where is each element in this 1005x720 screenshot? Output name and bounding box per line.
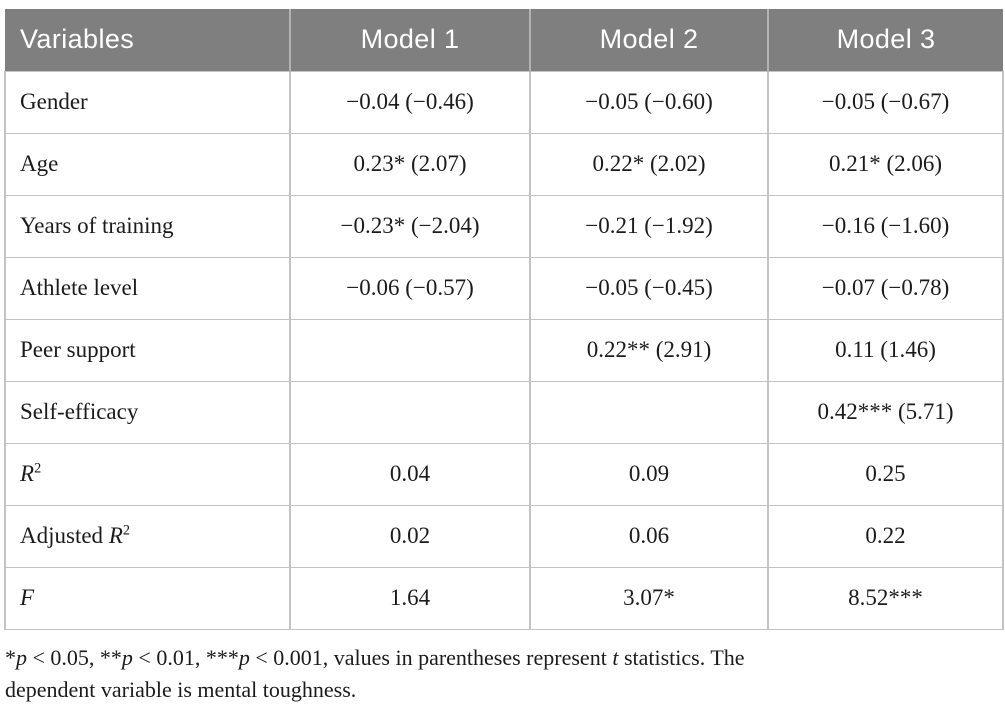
footnote-text-segment: < 0.001, values in parentheses represent: [249, 644, 613, 670]
peer-support-model3-value: 0.11 (1.46): [767, 318, 1004, 382]
column-header-model3: Model 3: [767, 9, 1003, 71]
table-row-peer-support: Peer support 0.22** (2.91) 0.11 (1.46): [4, 318, 1004, 382]
r-squared-symbol: R: [108, 523, 123, 548]
self-efficacy-model3-value: 0.42*** (5.71): [767, 380, 1004, 444]
f-statistic-model2-value: 3.07*: [529, 566, 769, 630]
f-symbol: F: [20, 585, 35, 610]
row-label-adjusted-r-squared: Adjusted R2: [4, 504, 291, 568]
r-squared-exponent: 2: [122, 522, 130, 539]
table-row-adjusted-r-squared: Adjusted R2 0.02 0.06 0.22: [4, 504, 1004, 568]
athlete-level-model1-value: −0.06 (−0.57): [289, 256, 531, 320]
years-of-training-model2-value: −0.21 (−1.92): [529, 194, 769, 258]
gender-model2-value: −0.05 (−0.60): [529, 70, 769, 134]
row-label-peer-support: Peer support: [4, 318, 291, 382]
table-row-athlete-level: Athlete level −0.06 (−0.57) −0.05 (−0.45…: [4, 256, 1004, 320]
peer-support-model1-value: [289, 318, 531, 382]
r-squared-model2-value: 0.09: [529, 442, 769, 506]
adjusted-r-squared-model1-value: 0.02: [289, 504, 531, 568]
column-header-model1: Model 1: [289, 9, 530, 71]
footnote-italic-t: t: [612, 644, 619, 670]
table-footnote: *p < 0.05, **p < 0.01, ***p < 0.001, val…: [4, 642, 1002, 706]
row-label-age: Age: [4, 132, 291, 196]
footnote-text-segment: < 0.01, ***: [132, 644, 239, 670]
athlete-level-model2-value: −0.05 (−0.45): [529, 256, 769, 320]
row-label-years-of-training: Years of training: [4, 194, 291, 258]
self-efficacy-model2-value: [529, 380, 769, 444]
gender-model3-value: −0.05 (−0.67): [767, 70, 1004, 134]
row-label-gender: Gender: [4, 70, 291, 134]
row-label-athlete-level: Athlete level: [4, 256, 291, 320]
table-row-years-of-training: Years of training −0.23* (−2.04) −0.21 (…: [4, 194, 1004, 258]
regression-results-table: Variables Model 1 Model 2 Model 3 Gender…: [4, 9, 1004, 630]
adjusted-prefix: Adjusted: [20, 523, 109, 548]
r-squared-exponent: 2: [34, 460, 42, 477]
f-statistic-model3-value: 8.52***: [767, 566, 1004, 630]
age-model2-value: 0.22* (2.02): [529, 132, 769, 196]
r-squared-model1-value: 0.04: [289, 442, 531, 506]
age-model3-value: 0.21* (2.06): [767, 132, 1004, 196]
r-squared-symbol: R: [20, 461, 35, 486]
footnote-text-segment: statistics. The: [618, 644, 745, 670]
table-row-gender: Gender −0.04 (−0.46) −0.05 (−0.60) −0.05…: [4, 70, 1004, 134]
footnote-text-segment: < 0.05, **: [27, 644, 122, 670]
column-header-model2: Model 2: [529, 9, 768, 71]
adjusted-r-squared-model2-value: 0.06: [529, 504, 769, 568]
r-squared-model3-value: 0.25: [767, 442, 1004, 506]
footnote-italic-p: p: [238, 644, 250, 670]
column-header-variables: Variables: [5, 9, 290, 71]
footnote-line-1: *p < 0.05, **p < 0.01, ***p < 0.001, val…: [5, 642, 1002, 674]
table-row-r-squared: R2 0.04 0.09 0.25: [4, 442, 1004, 506]
table-row-age: Age 0.23* (2.07) 0.22* (2.02) 0.21* (2.0…: [4, 132, 1004, 196]
row-label-self-efficacy: Self-efficacy: [4, 380, 291, 444]
table-row-self-efficacy: Self-efficacy 0.42*** (5.71): [4, 380, 1004, 444]
adjusted-r-squared-model3-value: 0.22: [767, 504, 1004, 568]
table-header-row: Variables Model 1 Model 2 Model 3: [5, 9, 1003, 71]
footnote-italic-p: p: [121, 644, 133, 670]
row-label-f-statistic: F: [4, 566, 291, 630]
footnote-italic-p: p: [16, 644, 27, 670]
row-label-r-squared: R2: [4, 442, 291, 506]
footnote-line-2: dependent variable is mental toughness.: [5, 676, 357, 702]
athlete-level-model3-value: −0.07 (−0.78): [767, 256, 1004, 320]
peer-support-model2-value: 0.22** (2.91): [529, 318, 769, 382]
years-of-training-model1-value: −0.23* (−2.04): [289, 194, 531, 258]
footnote-text-segment: *: [5, 644, 16, 670]
self-efficacy-model1-value: [289, 380, 531, 444]
age-model1-value: 0.23* (2.07): [289, 132, 531, 196]
table-row-f-statistic: F 1.64 3.07* 8.52***: [4, 566, 1004, 630]
f-statistic-model1-value: 1.64: [289, 566, 531, 630]
gender-model1-value: −0.04 (−0.46): [289, 70, 531, 134]
years-of-training-model3-value: −0.16 (−1.60): [767, 194, 1004, 258]
